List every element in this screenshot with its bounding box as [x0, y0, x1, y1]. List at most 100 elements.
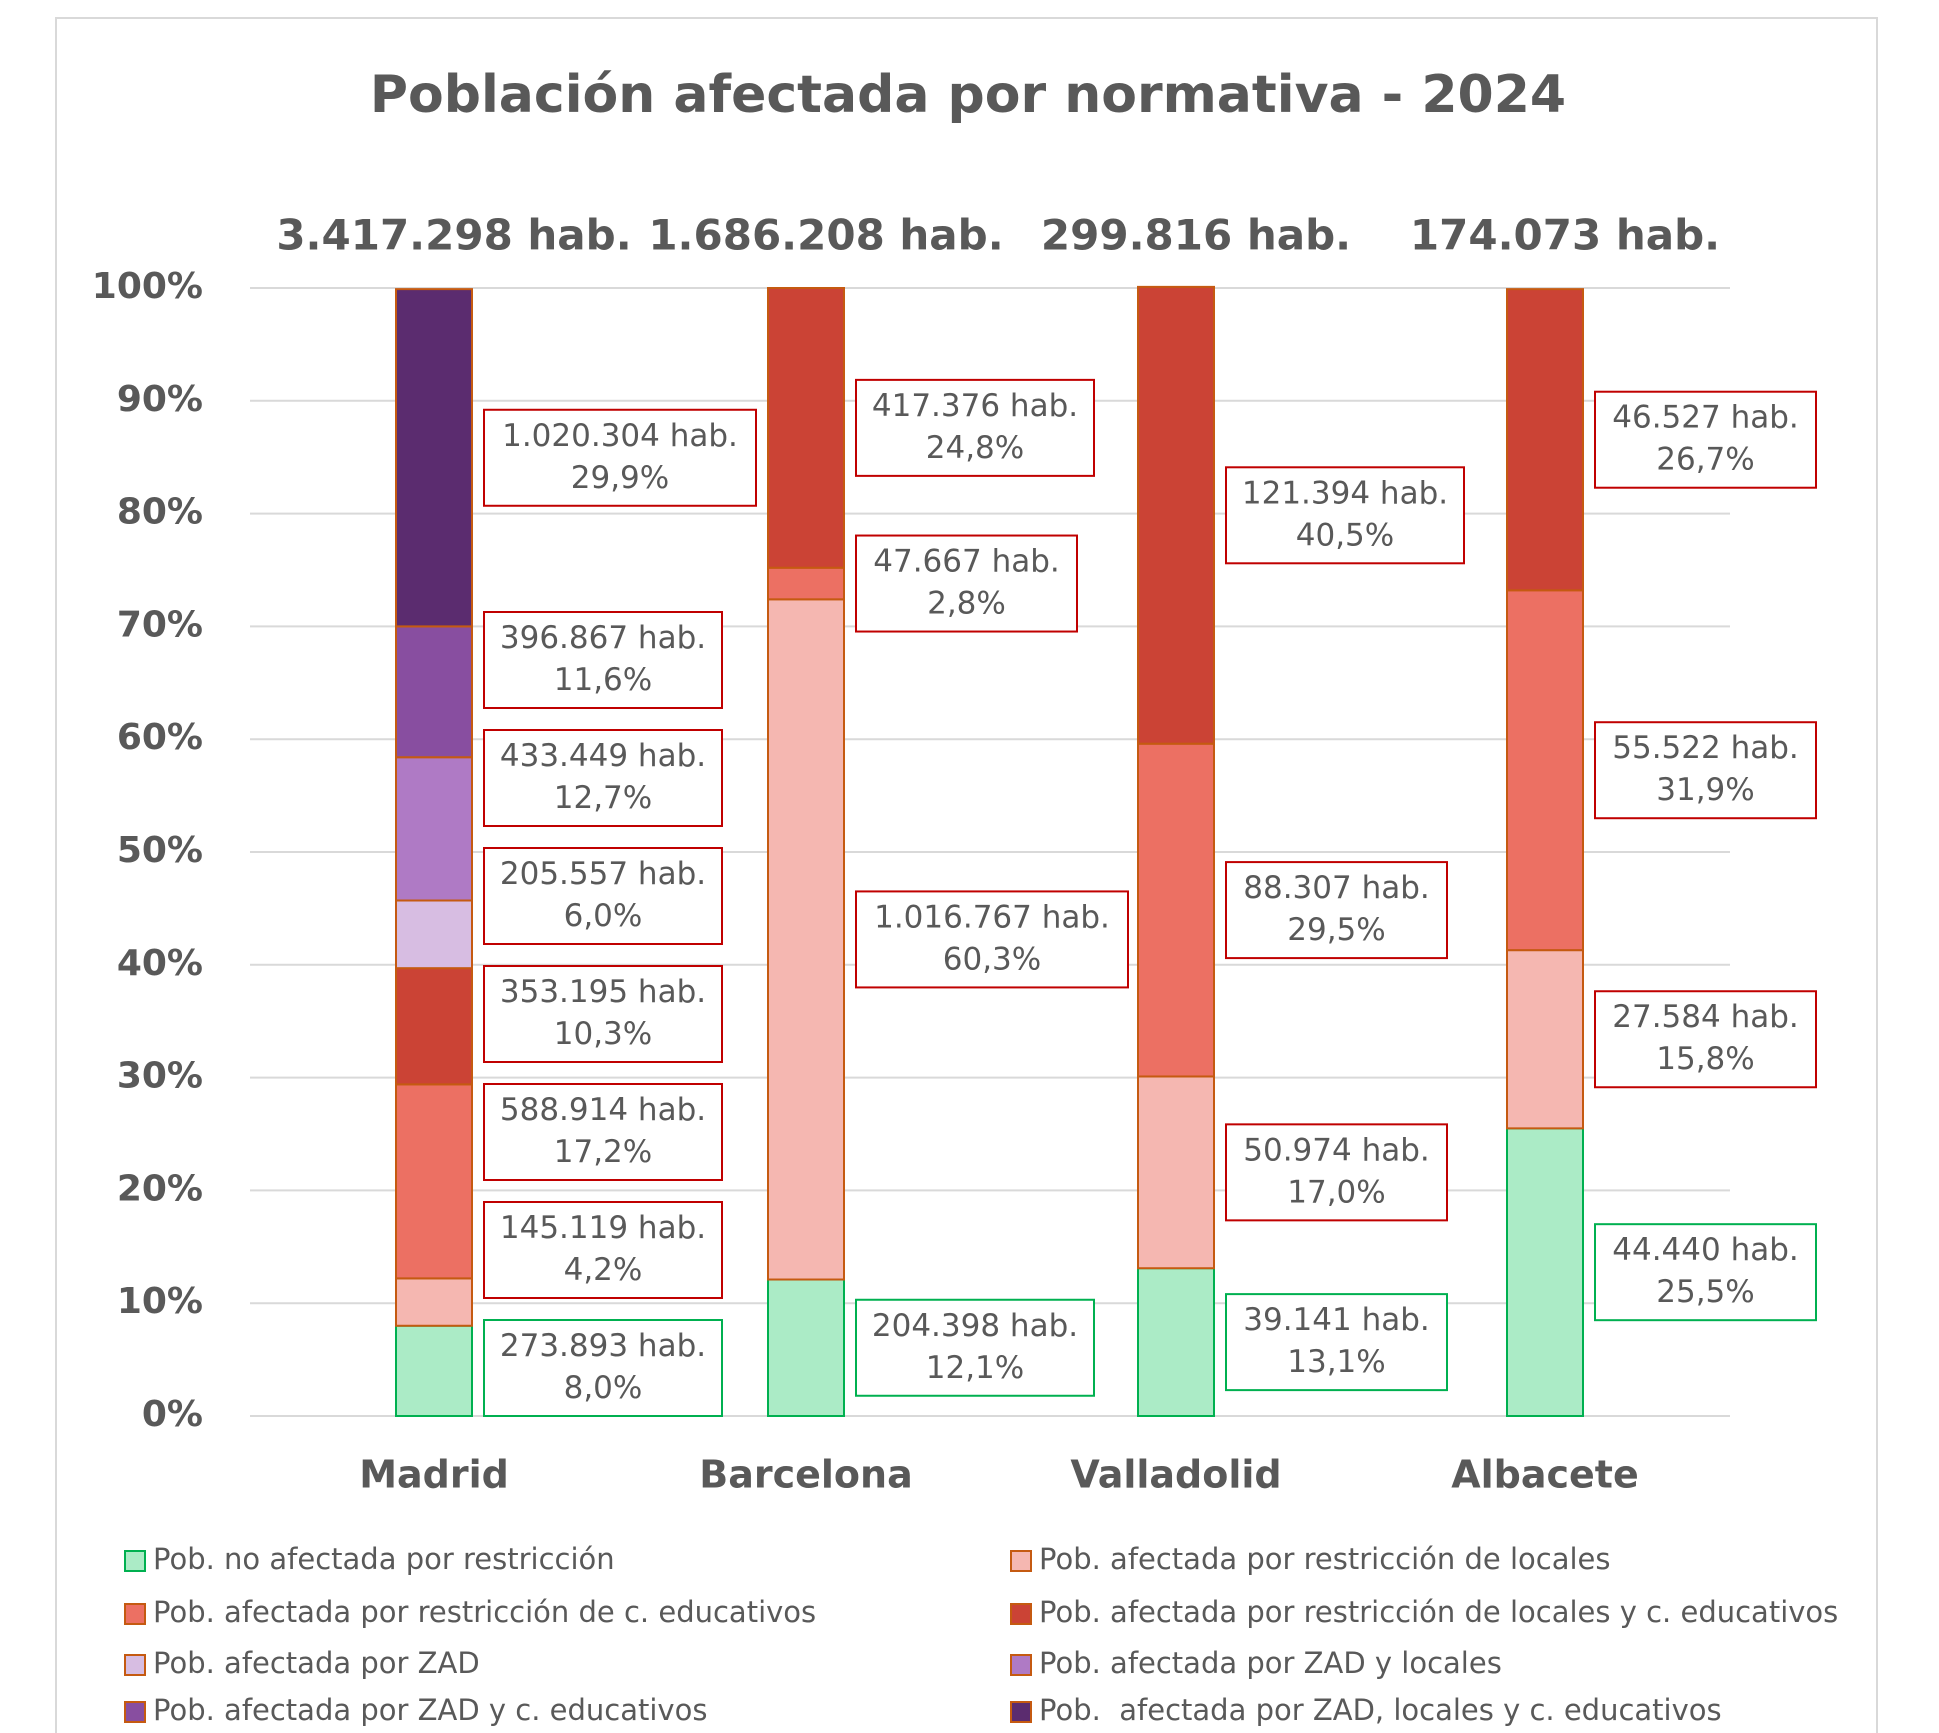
- x-tick-label: Barcelona: [699, 1453, 912, 1497]
- y-tick-label: 90%: [117, 379, 203, 420]
- bar-segment: [1137, 285, 1215, 745]
- data-label-value: 12,1%: [926, 1349, 1024, 1385]
- data-label-value: 6,0%: [564, 898, 643, 934]
- bar-segment: [1506, 949, 1584, 1130]
- data-label-value: 13,1%: [1287, 1344, 1385, 1380]
- legend-swatch: [1010, 1603, 1032, 1625]
- legend-label: Pob. afectada por restricción de locales…: [1039, 1595, 1838, 1629]
- data-label: 433.449 hab. 12,7%: [500, 738, 706, 816]
- label-box: [483, 965, 723, 1063]
- bar-segment: [395, 899, 473, 970]
- data-label: 46.527 hab. 26,7%: [1612, 399, 1799, 477]
- y-tick-label: 60%: [117, 717, 203, 758]
- data-label-count: 47.667 hab.: [873, 543, 1060, 579]
- label-box: [855, 534, 1078, 633]
- data-label-count: 46.527 hab.: [1612, 399, 1799, 435]
- y-tick-label: 0%: [142, 1394, 203, 1435]
- y-tick-label: 80%: [117, 492, 203, 533]
- data-label: 50.974 hab. 17,0%: [1243, 1132, 1430, 1210]
- data-label-count: 353.195 hab.: [500, 974, 706, 1010]
- data-label: 1.020.304 hab. 29,9%: [502, 417, 738, 495]
- data-label: 121.394 hab. 40,5%: [1242, 475, 1448, 553]
- label-box: [855, 378, 1095, 477]
- data-label: 353.195 hab. 10,3%: [500, 974, 706, 1052]
- bar-segment: [1506, 288, 1584, 592]
- data-label-value: 40,5%: [1296, 517, 1394, 553]
- y-tick-label: 40%: [117, 943, 203, 984]
- bar-segment: [767, 598, 845, 1281]
- y-tick-label: 70%: [117, 604, 203, 645]
- y-tick-label: 100%: [92, 266, 203, 307]
- label-box: [1594, 990, 1817, 1089]
- data-label-value: 60,3%: [943, 941, 1041, 977]
- legend-label: Pob. no afectada por restricción: [153, 1542, 615, 1576]
- total-label: 1.686.208 hab.: [648, 211, 1003, 260]
- data-label-value: 2,8%: [927, 585, 1006, 621]
- bar-segment: [1137, 1267, 1215, 1418]
- data-label: 55.522 hab. 31,9%: [1612, 730, 1799, 808]
- data-label-count: 50.974 hab.: [1243, 1132, 1430, 1168]
- label-box: [1594, 721, 1817, 820]
- label-box: [855, 890, 1129, 989]
- legend-label: Pob. afectada por ZAD: [153, 1646, 480, 1680]
- data-label-value: 25,5%: [1656, 1274, 1754, 1310]
- legend-swatch: [124, 1550, 146, 1572]
- data-label: 88.307 hab. 29,5%: [1243, 870, 1430, 948]
- data-label-value: 31,9%: [1656, 772, 1754, 808]
- bar-segment: [395, 288, 473, 628]
- x-tick-label: Albacete: [1451, 1453, 1639, 1497]
- data-label-value: 24,8%: [926, 429, 1024, 465]
- legend-label: Pob. afectada por ZAD y locales: [1039, 1646, 1502, 1680]
- label-box: [483, 408, 757, 507]
- legend-label: Pob. afectada por ZAD y c. educativos: [153, 1693, 707, 1727]
- legend-label: Pob. afectada por restricción de c. educ…: [153, 1595, 816, 1629]
- data-label-value: 29,5%: [1287, 912, 1385, 948]
- label-box: [483, 729, 723, 827]
- x-tick-label: Madrid: [359, 1453, 509, 1497]
- bar-segment: [395, 1083, 473, 1280]
- label-box: [1225, 1293, 1448, 1392]
- data-label: 273.893 hab. 8,0%: [500, 1328, 706, 1406]
- bar-segment: [395, 1277, 473, 1327]
- data-label-value: 26,7%: [1656, 441, 1754, 477]
- data-label-count: 1.020.304 hab.: [502, 417, 738, 453]
- data-label-count: 1.016.767 hab.: [874, 899, 1110, 935]
- legend-label: Pob. afectada por restricción de locales: [1039, 1542, 1611, 1576]
- data-label-count: 121.394 hab.: [1242, 475, 1448, 511]
- total-label: 174.073 hab.: [1410, 211, 1720, 260]
- data-label-value: 15,8%: [1656, 1041, 1754, 1077]
- data-label-value: 17,0%: [1287, 1174, 1385, 1210]
- data-label-count: 204.398 hab.: [872, 1307, 1078, 1343]
- data-label-count: 396.867 hab.: [500, 620, 706, 656]
- data-label-count: 433.449 hab.: [500, 738, 706, 774]
- y-tick-label: 30%: [117, 1056, 203, 1097]
- data-label-value: 12,7%: [554, 780, 652, 816]
- legend-swatch: [124, 1701, 146, 1723]
- label-box: [1225, 1123, 1448, 1222]
- data-label-value: 11,6%: [554, 662, 652, 698]
- bar-segment: [1506, 589, 1584, 952]
- data-label-count: 44.440 hab.: [1612, 1232, 1799, 1268]
- bar-segment: [395, 1324, 473, 1418]
- data-label-value: 17,2%: [554, 1134, 652, 1170]
- label-box: [1225, 466, 1465, 565]
- data-label-value: 8,0%: [564, 1370, 643, 1406]
- data-label-count: 88.307 hab.: [1243, 870, 1430, 906]
- bar-segment: [395, 625, 473, 759]
- label-box: [483, 611, 723, 709]
- data-label: 39.141 hab. 13,1%: [1243, 1302, 1430, 1380]
- label-box: [1594, 390, 1817, 489]
- data-label-count: 417.376 hab.: [872, 387, 1078, 423]
- data-label-value: 29,9%: [571, 459, 669, 495]
- data-label-count: 27.584 hab.: [1612, 999, 1799, 1035]
- legend-swatch: [124, 1603, 146, 1625]
- x-tick-label: Valladolid: [1070, 1453, 1281, 1497]
- data-label: 205.557 hab. 6,0%: [500, 856, 706, 934]
- data-label: 145.119 hab. 4,2%: [500, 1210, 706, 1288]
- bar-segment: [1506, 1127, 1584, 1417]
- bar-segment: [1137, 742, 1215, 1078]
- data-label: 396.867 hab. 11,6%: [500, 620, 706, 698]
- legend-swatch: [124, 1654, 146, 1676]
- data-label-value: 4,2%: [564, 1252, 643, 1288]
